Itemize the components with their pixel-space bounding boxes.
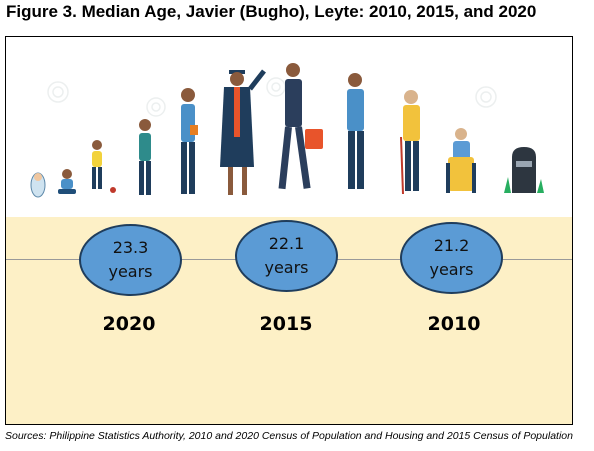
chart-panel: 23.3 years 22.1 years 21.2 years 2020 20… [5,36,573,425]
teen-icon [181,88,198,194]
value-label: 23.3 [112,238,149,257]
baby-icon [30,172,46,198]
median-age-marker-2020: 23.3 years [79,224,182,296]
unit-label: years [429,260,474,279]
graduate-icon [220,69,266,195]
toddler-icon [58,169,76,194]
year-label-2020: 2020 [102,313,156,335]
unit-label: years [264,258,309,277]
value-label: 21.2 [433,236,470,255]
elderly-seated-icon [446,128,476,193]
chart-title: Figure 3. Median Age, Javier (Bugho), Le… [6,2,537,21]
median-age-marker-2010: 21.2 years [400,222,503,294]
illustration-area [6,37,572,217]
unit-label: years [108,262,153,281]
businessman-icon [278,63,323,190]
boy-icon [139,119,151,195]
year-label-2015: 2015 [259,313,313,335]
tombstone-icon [504,147,544,193]
child-icon [92,140,116,193]
elderly-man-icon [400,90,420,195]
man-icon [347,73,364,189]
value-label: 22.1 [268,234,305,253]
source-note: Sources: Philippine Statistics Authority… [5,430,573,442]
year-label-2010: 2010 [427,313,481,335]
median-age-marker-2015: 22.1 years [235,220,338,292]
life-stages-illustration [30,63,544,198]
